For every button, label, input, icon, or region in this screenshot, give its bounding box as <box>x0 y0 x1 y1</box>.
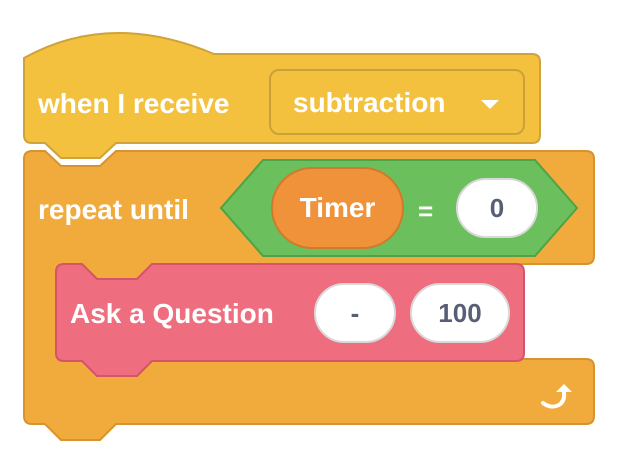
ask-arg1-input[interactable]: - <box>314 283 396 343</box>
message-dropdown[interactable]: subtraction <box>269 69 525 135</box>
message-dropdown-value: subtraction <box>293 87 446 118</box>
condition-value-input[interactable]: 0 <box>456 178 538 238</box>
chevron-down-icon[interactable] <box>481 100 499 109</box>
timer-reporter[interactable]: Timer <box>271 167 404 249</box>
ask-arg2-input[interactable]: 100 <box>410 283 510 343</box>
timer-reporter-label: Timer <box>299 192 376 223</box>
ask-block-label: Ask a Question <box>70 298 274 329</box>
ask-a-question-block[interactable] <box>55 263 525 377</box>
equals-operator: = <box>418 196 434 226</box>
hat-block-label: when I receive <box>38 88 230 119</box>
loop-arrow-icon <box>541 384 572 409</box>
repeat-block-label: repeat until <box>38 194 189 225</box>
